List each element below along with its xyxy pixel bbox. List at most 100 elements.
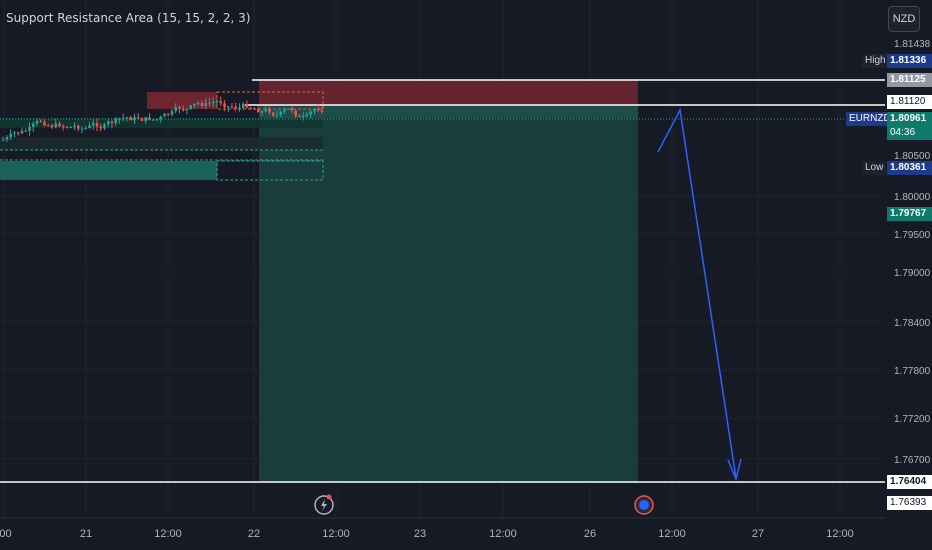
target-zone: [259, 118, 638, 482]
low-value-tag: 1.80361: [887, 161, 932, 175]
candle-body: [110, 121, 114, 124]
candle-body: [73, 125, 76, 127]
candle-body: [279, 111, 282, 115]
x-tick-label: 22: [248, 528, 260, 540]
candle-body: [50, 125, 54, 128]
risk-zone: [259, 80, 638, 106]
candle-body: [17, 132, 20, 134]
price-axis[interactable]: 1.81438 1.80500 1.80000 1.79500 1.79000 1.784…: [894, 39, 931, 466]
symbol-tag: EURNZD: [846, 112, 894, 126]
x-tick-label: 26: [584, 528, 596, 540]
x-tick-label: 12:00: [322, 528, 350, 540]
candle-body: [28, 127, 31, 131]
flash-event-icon[interactable]: [314, 494, 334, 515]
candle-body: [65, 126, 69, 128]
indicator-title[interactable]: Support Resistance Area (15, 15, 2, 2, 3…: [6, 11, 251, 25]
candle-body: [253, 108, 256, 110]
currency-button[interactable]: NZD: [888, 6, 920, 32]
candle-body: [107, 121, 110, 125]
candle-body: [129, 117, 132, 121]
candle-body: [275, 114, 279, 116]
candle-body: [185, 108, 189, 111]
x-tick-label: 21: [80, 528, 92, 540]
candle-body: [133, 117, 136, 121]
candle-body: [69, 126, 72, 128]
candle-body: [200, 102, 204, 107]
candle-body: [234, 106, 237, 109]
candle-body: [32, 123, 35, 128]
candle-body: [223, 103, 226, 107]
candle-body: [245, 103, 249, 108]
candle-body: [35, 120, 39, 124]
support-area: [0, 161, 217, 180]
candle-body: [320, 110, 324, 113]
low-label: Low: [862, 161, 887, 175]
candle-body: [122, 117, 125, 119]
level-2-tag: 1.81120: [887, 95, 932, 109]
y-tick-label: 1.80000: [894, 192, 931, 203]
time-axis[interactable]: :00 21 12:00 22 12:00 23 12:00 26 12:00 27 12:00: [0, 528, 854, 540]
current-price-value: 1.80961: [890, 113, 927, 124]
mid-area: [0, 118, 323, 128]
x-tick-label: 12:00: [154, 528, 182, 540]
candle-body: [313, 109, 316, 112]
candle-body: [317, 109, 320, 111]
x-tick-label: 23: [414, 528, 426, 540]
candle-body: [287, 108, 290, 110]
candle-body: [249, 107, 252, 109]
x-tick-label: 27: [752, 528, 764, 540]
candle-body: [302, 115, 305, 117]
entry-price-tag: 1.79767: [887, 207, 932, 221]
candle-body: [148, 117, 151, 120]
y-tick-label: 1.76700: [894, 455, 931, 466]
candle-body: [118, 118, 121, 120]
candles: [2, 96, 324, 143]
x-tick-label: 12:00: [489, 528, 517, 540]
candle-body: [88, 125, 91, 128]
candle-body: [174, 107, 177, 112]
candle-body: [62, 126, 65, 128]
economic-event-icon[interactable]: [634, 495, 654, 515]
candle-body: [215, 101, 219, 103]
candle-body: [178, 107, 181, 109]
candle-body: [39, 120, 42, 122]
high-label: High: [862, 54, 889, 68]
candle-body: [144, 117, 147, 121]
candle-body: [140, 118, 144, 121]
candle-body: [152, 119, 155, 121]
y-tick-label: 1.79500: [894, 230, 931, 241]
x-tick-label: 12:00: [826, 528, 854, 540]
candle-body: [9, 133, 12, 138]
arrow-head: [727, 458, 742, 482]
candle-body: [125, 117, 129, 119]
candle-body: [283, 109, 286, 112]
candle-body: [238, 107, 241, 109]
candle-body: [305, 114, 309, 116]
y-tick-label: 1.77200: [894, 414, 931, 425]
x-tick-label: 12:00: [658, 528, 686, 540]
candle-body: [204, 102, 207, 107]
candle-body: [257, 108, 260, 113]
current-price-tag: 1.80961 04:36: [887, 112, 932, 140]
candle-body: [208, 102, 211, 104]
candle-body: [13, 132, 16, 134]
projection-arrow[interactable]: [657, 107, 737, 479]
y-tick-label: 1.79000: [894, 268, 931, 279]
candle-body: [182, 108, 185, 111]
candle-body: [159, 116, 162, 120]
level-1-tag: 1.81125: [887, 73, 932, 87]
candle-body: [99, 126, 102, 129]
candle-body: [189, 105, 192, 109]
bottom-price-tag: 1.76393: [887, 496, 932, 510]
candle-body: [47, 125, 50, 127]
candle-body: [58, 123, 61, 127]
candle-body: [197, 102, 200, 104]
candle-body: [242, 103, 245, 108]
candle-body: [290, 108, 294, 111]
candle-body: [163, 113, 166, 117]
candle-body: [103, 124, 106, 129]
candle-body: [24, 130, 27, 132]
candle-countdown: 04:36: [890, 127, 916, 138]
y-tick-label: 1.80500: [894, 151, 931, 162]
